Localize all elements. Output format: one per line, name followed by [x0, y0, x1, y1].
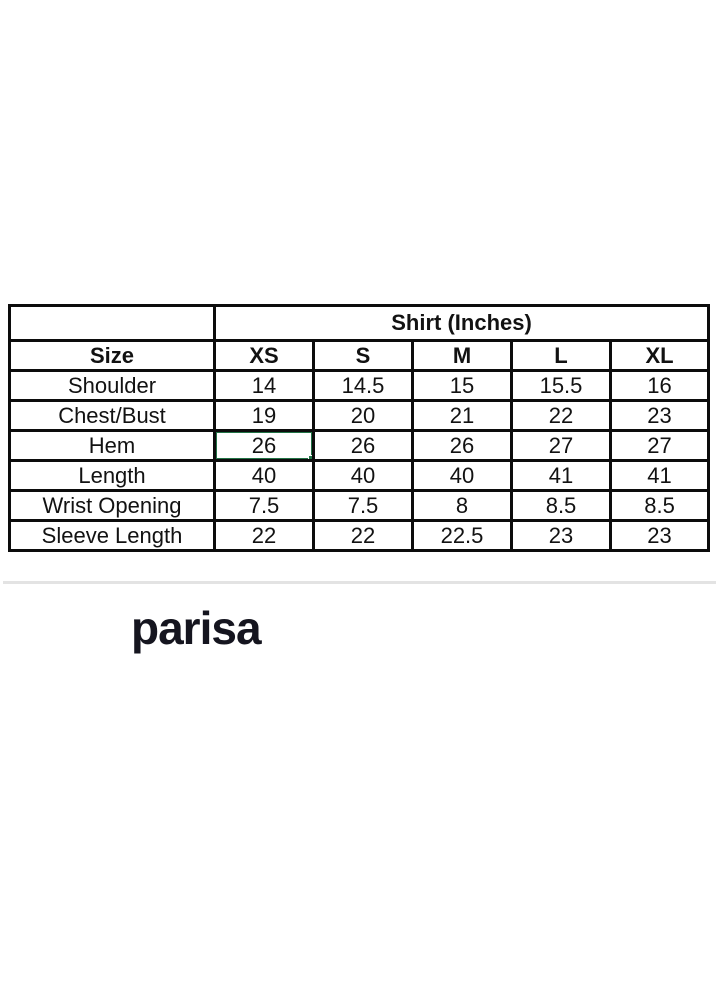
cell-hem-s[interactable]: 26 [312, 429, 414, 462]
cell-shoulder-l[interactable]: 15.5 [510, 369, 612, 402]
faint-divider-line [3, 581, 716, 584]
cell-hem-m[interactable]: 26 [411, 429, 513, 462]
cell-wrist-s[interactable]: 7.5 [312, 489, 414, 522]
column-header-xl[interactable]: XL [608, 339, 711, 372]
column-header-row: Size XS S M L XL [8, 339, 711, 372]
group-header-cell: Shirt (Inches) [212, 304, 711, 342]
selected-cell-hem-xs[interactable]: 26 [213, 429, 315, 462]
row-label-wrist-opening[interactable]: Wrist Opening [8, 489, 216, 522]
fill-handle[interactable] [308, 455, 311, 458]
size-chart-table: Shirt (Inches) Size XS S M L XL Shoulder… [8, 304, 711, 552]
cell-sleeve-m[interactable]: 22.5 [411, 519, 513, 552]
table-corner-spacer [8, 304, 216, 342]
table-row-length: Length 40 40 40 41 41 [8, 459, 711, 492]
column-header-m[interactable]: M [411, 339, 513, 372]
cell-chest-s[interactable]: 20 [312, 399, 414, 432]
cell-wrist-xs[interactable]: 7.5 [213, 489, 315, 522]
table-row-chest-bust: Chest/Bust 19 20 21 22 23 [8, 399, 711, 432]
cell-sleeve-l[interactable]: 23 [510, 519, 612, 552]
table-row-sleeve-length: Sleeve Length 22 22 22.5 23 23 [8, 519, 711, 552]
row-label-chest-bust[interactable]: Chest/Bust [8, 399, 216, 432]
cell-shoulder-m[interactable]: 15 [411, 369, 513, 402]
cell-wrist-l[interactable]: 8.5 [510, 489, 612, 522]
cell-length-m[interactable]: 40 [411, 459, 513, 492]
cell-length-s[interactable]: 40 [312, 459, 414, 492]
row-label-sleeve-length[interactable]: Sleeve Length [8, 519, 216, 552]
table-row-hem: Hem 26 26 26 27 27 [8, 429, 711, 462]
brand-text: parisa [131, 602, 262, 654]
cell-wrist-m[interactable]: 8 [411, 489, 513, 522]
cell-hem-l[interactable]: 27 [510, 429, 612, 462]
cell-hem-xl[interactable]: 27 [608, 429, 711, 462]
cell-length-xl[interactable]: 41 [608, 459, 711, 492]
row-label-length[interactable]: Length [8, 459, 216, 492]
cell-sleeve-s[interactable]: 22 [312, 519, 414, 552]
group-header-row: Shirt (Inches) [8, 304, 711, 342]
column-header-xs[interactable]: XS [213, 339, 315, 372]
cell-chest-m[interactable]: 21 [411, 399, 513, 432]
cell-length-l[interactable]: 41 [510, 459, 612, 492]
cell-shoulder-s[interactable]: 14.5 [312, 369, 414, 402]
table-row-shoulder: Shoulder 14 14.5 15 15.5 16 [8, 369, 711, 402]
cell-chest-l[interactable]: 22 [510, 399, 612, 432]
selected-cell-value: 26 [251, 432, 277, 458]
cell-length-xs[interactable]: 40 [213, 459, 315, 492]
column-header-l[interactable]: L [510, 339, 612, 372]
cell-chest-xs[interactable]: 19 [213, 399, 315, 432]
row-label-hem[interactable]: Hem [8, 429, 216, 462]
cell-wrist-xl[interactable]: 8.5 [608, 489, 711, 522]
cell-shoulder-xs[interactable]: 14 [213, 369, 315, 402]
column-header-size[interactable]: Size [8, 339, 216, 372]
cell-chest-xl[interactable]: 23 [608, 399, 711, 432]
cell-sleeve-xs[interactable]: 22 [213, 519, 315, 552]
cell-sleeve-xl[interactable]: 23 [608, 519, 711, 552]
cell-shoulder-xl[interactable]: 16 [608, 369, 711, 402]
row-label-shoulder[interactable]: Shoulder [8, 369, 216, 402]
column-header-s[interactable]: S [312, 339, 414, 372]
table-row-wrist-opening: Wrist Opening 7.5 7.5 8 8.5 8.5 [8, 489, 711, 522]
